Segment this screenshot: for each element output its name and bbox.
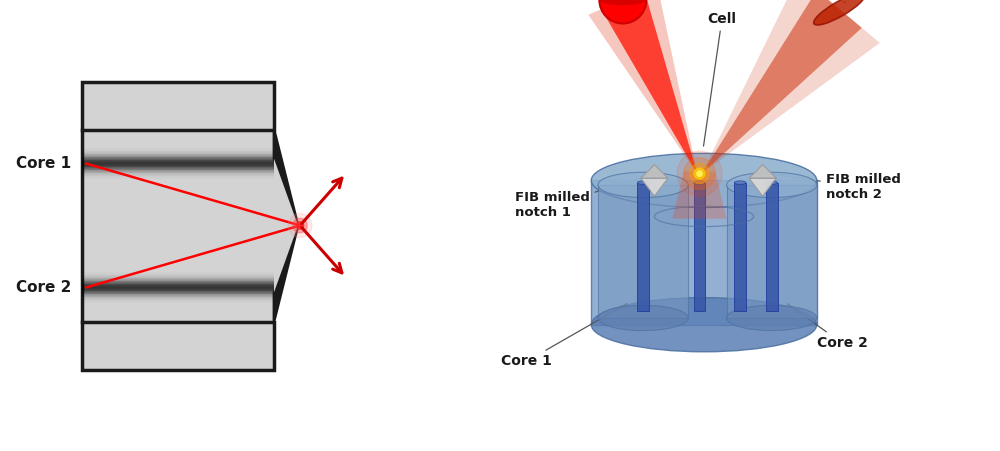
Polygon shape: [766, 183, 778, 311]
Text: Cell: Cell: [704, 12, 737, 146]
Polygon shape: [82, 286, 274, 287]
Polygon shape: [82, 295, 274, 296]
Circle shape: [684, 158, 715, 189]
Polygon shape: [82, 287, 274, 288]
Circle shape: [296, 222, 304, 229]
Ellipse shape: [727, 172, 817, 198]
Polygon shape: [82, 160, 274, 161]
Circle shape: [694, 168, 705, 179]
Polygon shape: [82, 283, 274, 284]
Polygon shape: [82, 129, 274, 322]
Polygon shape: [82, 288, 274, 289]
Polygon shape: [82, 285, 274, 286]
Polygon shape: [82, 171, 274, 172]
Ellipse shape: [694, 181, 705, 184]
Polygon shape: [82, 162, 274, 163]
Polygon shape: [702, 0, 862, 174]
Polygon shape: [82, 165, 274, 166]
Polygon shape: [82, 154, 274, 155]
Polygon shape: [82, 156, 274, 157]
Polygon shape: [82, 298, 274, 299]
Polygon shape: [82, 168, 274, 169]
Polygon shape: [82, 166, 274, 167]
Polygon shape: [727, 185, 817, 318]
Polygon shape: [274, 129, 298, 226]
Polygon shape: [591, 180, 817, 325]
Polygon shape: [82, 277, 274, 278]
Polygon shape: [82, 157, 274, 158]
Ellipse shape: [727, 305, 817, 331]
Polygon shape: [82, 276, 274, 277]
Polygon shape: [749, 165, 776, 178]
Polygon shape: [82, 82, 274, 129]
Circle shape: [677, 151, 722, 196]
Polygon shape: [598, 185, 688, 318]
Polygon shape: [734, 183, 746, 311]
Polygon shape: [82, 155, 274, 156]
Polygon shape: [82, 284, 274, 285]
Polygon shape: [82, 281, 274, 282]
Polygon shape: [82, 294, 274, 295]
Polygon shape: [82, 163, 274, 164]
Polygon shape: [274, 226, 298, 322]
Ellipse shape: [734, 181, 746, 184]
Text: Core 1: Core 1: [16, 156, 71, 171]
Polygon shape: [274, 159, 298, 292]
Polygon shape: [82, 169, 274, 170]
Polygon shape: [82, 297, 274, 298]
Polygon shape: [641, 165, 668, 178]
Polygon shape: [641, 178, 668, 196]
Polygon shape: [588, 0, 697, 174]
Polygon shape: [702, 0, 880, 174]
Polygon shape: [672, 171, 727, 219]
Text: Beam 1: Beam 1: [844, 0, 907, 3]
Circle shape: [293, 218, 307, 233]
Polygon shape: [82, 164, 274, 165]
Circle shape: [697, 171, 702, 176]
Polygon shape: [601, 0, 697, 174]
Text: Core 1: Core 1: [501, 304, 627, 368]
Ellipse shape: [598, 305, 688, 331]
Ellipse shape: [599, 0, 646, 5]
Polygon shape: [82, 279, 274, 280]
Text: Core 2: Core 2: [16, 280, 71, 295]
Polygon shape: [82, 282, 274, 283]
Polygon shape: [82, 159, 274, 160]
Polygon shape: [82, 174, 274, 175]
Polygon shape: [82, 289, 274, 290]
Text: FIB milled
notch 2: FIB milled notch 2: [772, 174, 901, 202]
Polygon shape: [82, 291, 274, 292]
Polygon shape: [82, 290, 274, 291]
Polygon shape: [82, 152, 274, 153]
Polygon shape: [82, 292, 274, 293]
Polygon shape: [82, 158, 274, 159]
Polygon shape: [82, 167, 274, 168]
Polygon shape: [82, 322, 274, 369]
Ellipse shape: [637, 181, 649, 184]
Polygon shape: [694, 183, 705, 311]
Ellipse shape: [598, 172, 688, 198]
Polygon shape: [749, 178, 776, 196]
Polygon shape: [82, 293, 274, 294]
Ellipse shape: [766, 181, 778, 184]
Ellipse shape: [591, 153, 817, 207]
Polygon shape: [82, 170, 274, 171]
Circle shape: [599, 0, 646, 23]
Polygon shape: [82, 161, 274, 162]
Polygon shape: [82, 280, 274, 281]
Circle shape: [288, 213, 312, 238]
Text: FIB milled
notch 1: FIB milled notch 1: [515, 175, 652, 220]
Polygon shape: [82, 296, 274, 297]
Polygon shape: [82, 153, 274, 154]
Ellipse shape: [591, 298, 817, 352]
Polygon shape: [637, 183, 649, 311]
Text: Beam 2: Beam 2: [0, 450, 1, 451]
Ellipse shape: [814, 0, 865, 25]
Text: Core 2: Core 2: [787, 304, 868, 350]
Circle shape: [690, 164, 709, 184]
Polygon shape: [82, 278, 274, 279]
Polygon shape: [82, 172, 274, 173]
Polygon shape: [82, 173, 274, 174]
